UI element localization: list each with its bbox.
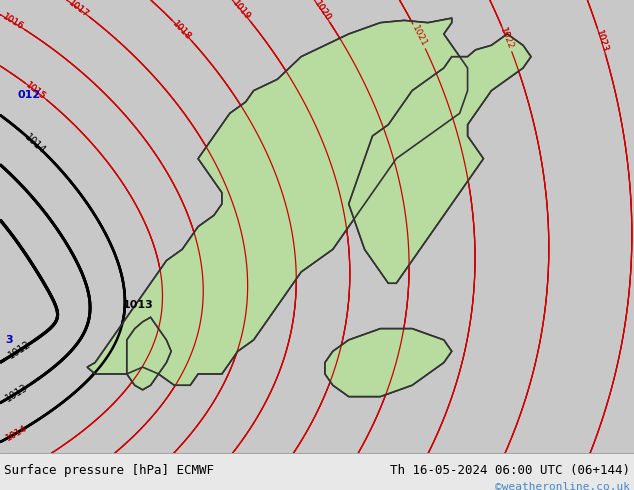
Text: 1017: 1017: [67, 0, 91, 19]
Text: 1019: 1019: [231, 0, 252, 23]
Text: 1012: 1012: [6, 339, 33, 361]
Text: 1014: 1014: [5, 423, 29, 442]
Polygon shape: [325, 329, 451, 396]
Text: 1020: 1020: [312, 0, 332, 24]
Text: 012: 012: [18, 90, 41, 100]
Text: Surface pressure [hPa] ECMWF: Surface pressure [hPa] ECMWF: [4, 464, 214, 477]
Text: 1022: 1022: [498, 26, 515, 51]
Text: 1014: 1014: [5, 423, 29, 442]
Polygon shape: [349, 34, 531, 283]
Polygon shape: [87, 18, 468, 385]
Text: 1014: 1014: [23, 132, 48, 156]
Polygon shape: [349, 34, 531, 283]
Text: 1015: 1015: [24, 81, 48, 102]
Polygon shape: [87, 18, 468, 385]
Polygon shape: [325, 329, 451, 396]
Text: 1018: 1018: [171, 19, 193, 42]
Text: 1017: 1017: [67, 0, 91, 19]
Text: 3: 3: [5, 335, 13, 345]
Text: 1019: 1019: [231, 0, 252, 23]
Polygon shape: [127, 317, 171, 390]
Text: 1021: 1021: [410, 24, 429, 49]
Text: 1022: 1022: [498, 26, 515, 51]
Text: 1020: 1020: [312, 0, 332, 24]
Text: 1023: 1023: [593, 29, 609, 53]
Text: 1021: 1021: [410, 24, 429, 49]
Text: ©weatheronline.co.uk: ©weatheronline.co.uk: [495, 482, 630, 490]
Polygon shape: [127, 317, 171, 390]
Text: 1016: 1016: [1, 12, 25, 32]
Text: 1016: 1016: [1, 12, 25, 32]
Text: 1013: 1013: [4, 382, 30, 404]
Text: Th 16-05-2024 06:00 UTC (06+144): Th 16-05-2024 06:00 UTC (06+144): [390, 464, 630, 477]
Text: 1013: 1013: [122, 300, 153, 310]
Text: 1018: 1018: [171, 19, 193, 42]
Text: 1023: 1023: [593, 29, 609, 53]
Text: 1015: 1015: [24, 81, 48, 102]
